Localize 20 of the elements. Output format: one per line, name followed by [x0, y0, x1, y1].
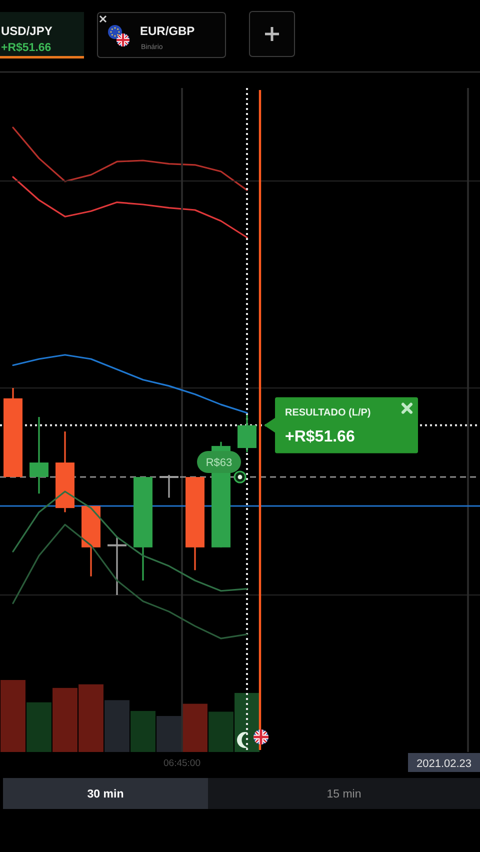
text: 2021.02.23 [416, 758, 472, 770]
candlestick [30, 416, 48, 494]
candlestick [160, 474, 178, 499]
text: USD/JPY [1, 24, 52, 38]
bar [130, 710, 156, 752]
annotation: R$63 [206, 457, 232, 470]
bar [104, 700, 130, 752]
text: +R$51.66 [1, 42, 52, 54]
text: 06:45:00 [164, 758, 200, 769]
bar [208, 712, 234, 752]
bar [0, 680, 26, 752]
candlestick [238, 414, 256, 453]
text: EUR/GBP [140, 24, 195, 38]
candlestick [108, 536, 126, 596]
text: 30 min [87, 788, 124, 800]
bar [26, 702, 52, 752]
bar [182, 704, 208, 752]
text: 15 min [326, 788, 362, 800]
annotation: RESULTADO (L/P) [285, 407, 371, 418]
annotation: +R$51.66 [285, 428, 355, 446]
